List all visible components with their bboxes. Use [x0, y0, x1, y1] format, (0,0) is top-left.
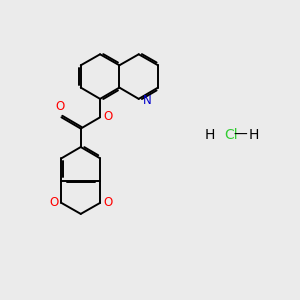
Text: N: N [143, 94, 152, 106]
Text: Cl: Cl [224, 128, 238, 142]
Text: O: O [55, 100, 64, 113]
Text: O: O [103, 110, 112, 123]
Text: —: — [234, 128, 248, 142]
Text: O: O [49, 196, 58, 209]
Text: H: H [205, 128, 215, 142]
Text: O: O [103, 196, 112, 209]
Text: H: H [249, 128, 259, 142]
